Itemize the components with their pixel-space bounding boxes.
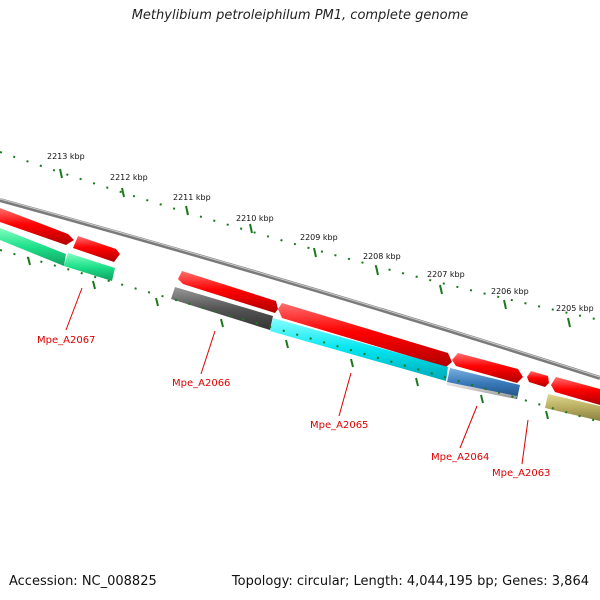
inner-ruler [0, 249, 600, 423]
ruler-label-2212: 2212 kbp [110, 173, 148, 182]
gene-label-mpe-a2064[interactable]: Mpe_A2064 [431, 452, 489, 463]
gene-label-mpe-a2066[interactable]: Mpe_A2066 [172, 378, 230, 389]
outer-ruler [0, 151, 600, 328]
map-title: Methylibium petroleiphilum PM1, complete… [131, 8, 469, 23]
ruler-label-2206: 2206 kbp [491, 287, 529, 296]
gene-leader-lines [65, 287, 529, 465]
gene-label-mpe-a2067[interactable]: Mpe_A2067 [37, 335, 95, 346]
gene-label-mpe-a2065[interactable]: Mpe_A2065 [310, 420, 368, 431]
ruler-label-2208: 2208 kbp [363, 252, 401, 261]
ruler-label-2209: 2209 kbp [300, 233, 338, 242]
reverse-cds-track [0, 228, 600, 421]
ruler-label-2210: 2210 kbp [236, 214, 274, 223]
forward-cds-track [0, 208, 600, 405]
ruler-label-2213: 2213 kbp [47, 152, 85, 161]
genome-summary-text: Topology: circular; Length: 4,044,195 bp… [231, 574, 589, 589]
accession-text: Accession: NC_008825 [9, 574, 157, 589]
gene-label-mpe-a2063[interactable]: Mpe_A2063 [492, 468, 550, 479]
ruler-label-2211: 2211 kbp [173, 193, 211, 202]
ruler-label-2207: 2207 kbp [427, 270, 465, 279]
ruler-label-2205: 2205 kbp [556, 304, 594, 313]
genome-backbone [0, 198, 600, 380]
